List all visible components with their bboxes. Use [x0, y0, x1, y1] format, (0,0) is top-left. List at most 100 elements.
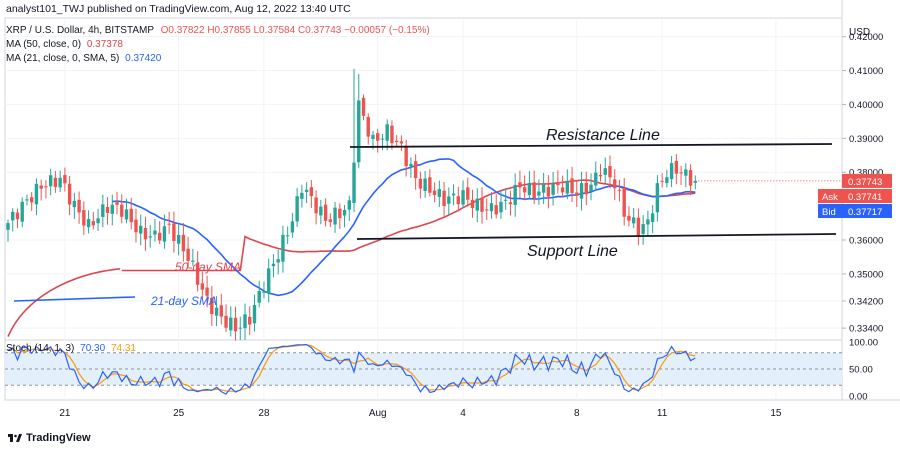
- candle-body: [323, 204, 328, 221]
- candle-body: [101, 204, 105, 217]
- time-tick-label: 4: [460, 408, 466, 419]
- candle-body: [546, 186, 551, 197]
- candle-body: [660, 180, 664, 182]
- candle-body: [565, 181, 570, 194]
- candle-body: [641, 224, 645, 234]
- price-tag-value: 0.37717: [848, 207, 882, 218]
- candle-body: [570, 178, 574, 194]
- candle-body: [262, 291, 266, 293]
- ma21-line-early: [13, 296, 136, 302]
- candle-body: [15, 212, 20, 220]
- candle-body: [96, 218, 100, 224]
- price-tick-label: 0.33400: [849, 324, 883, 335]
- candle-body: [34, 183, 39, 205]
- candle-body: [655, 183, 660, 213]
- ma21-legend-value: 0.37420: [125, 53, 162, 64]
- publisher-line: analyst101_TWJ published on TradingView.…: [6, 3, 351, 15]
- candle-body: [347, 200, 351, 210]
- candle-body: [428, 177, 432, 193]
- candle-body: [205, 287, 209, 296]
- price-tick-label: 0.39000: [849, 134, 883, 145]
- candle-body: [394, 140, 399, 143]
- candle-body: [442, 190, 446, 207]
- ma50-legend-label: MA (50, close, 0): [6, 39, 82, 50]
- candle-body: [684, 169, 688, 176]
- candle-body: [210, 297, 214, 315]
- candle-body: [404, 146, 408, 167]
- price-tag-bg: [842, 204, 892, 218]
- candle-body: [110, 204, 114, 214]
- candle-body: [537, 191, 541, 196]
- candle-body: [67, 183, 72, 205]
- candle-body: [594, 172, 598, 186]
- stoch-tick-label: 50.00: [849, 365, 873, 376]
- candle-body: [366, 116, 370, 137]
- candle-body: [157, 232, 162, 241]
- candle-body: [134, 219, 138, 233]
- candle-body: [77, 199, 81, 213]
- candle-body: [129, 208, 133, 223]
- candle-body: [432, 190, 437, 196]
- candle-body: [693, 180, 697, 183]
- candle-body: [598, 175, 603, 177]
- tradingview-brand: TradingView: [26, 432, 91, 444]
- candle-body: [214, 307, 219, 316]
- candle-body: [44, 186, 48, 188]
- currency-label: USD: [849, 27, 870, 38]
- candle-body: [527, 182, 532, 196]
- candle-body: [499, 201, 503, 213]
- candle-body: [181, 234, 186, 252]
- time-tick-label: 21: [59, 408, 71, 419]
- candle-body: [361, 97, 366, 116]
- candle-body: [352, 162, 356, 203]
- candle-body: [679, 172, 683, 174]
- candle-body: [82, 210, 86, 226]
- candle-body: [281, 234, 285, 262]
- candle-body: [162, 226, 167, 242]
- candle-body: [451, 193, 456, 196]
- candle-body: [333, 207, 337, 225]
- candle-body: [143, 228, 148, 240]
- candle-body: [409, 163, 413, 167]
- candle-body: [229, 317, 233, 331]
- candle-body: [276, 259, 280, 263]
- candle-body: [475, 198, 479, 211]
- candle-body: [6, 223, 10, 230]
- candle-body: [541, 184, 546, 193]
- candle-body: [91, 221, 96, 226]
- candle-body: [290, 221, 295, 233]
- candle-body: [200, 283, 205, 290]
- ma50-legend: MA (50, close, 0) 0.37378: [6, 39, 123, 50]
- candle-body: [617, 189, 622, 191]
- price-tag-prefix: Ask: [822, 192, 838, 203]
- candle-body: [437, 189, 442, 197]
- candle-body: [532, 182, 536, 199]
- candle-body: [385, 124, 389, 141]
- candle-body: [418, 178, 423, 189]
- ma21-annotation: 21-day SMA: [150, 294, 217, 308]
- time-tick-label: Aug: [369, 408, 387, 419]
- stoch-k-line: [7, 343, 696, 395]
- tradingview-logo-icon: [8, 433, 22, 443]
- candle-body: [285, 235, 290, 237]
- candle-body: [584, 182, 588, 195]
- candle-body: [489, 203, 494, 212]
- candle-body: [399, 141, 404, 144]
- stoch-legend-label: Stoch (14, 1, 3): [6, 343, 75, 354]
- candle-body: [176, 234, 181, 244]
- candle-body: [267, 268, 271, 294]
- time-tick-label: 15: [770, 408, 782, 419]
- candle-body: [48, 175, 53, 187]
- candle-body: [186, 248, 190, 261]
- tradingview-footer: TradingView: [8, 432, 91, 444]
- support-line: [356, 233, 837, 240]
- candle-body: [328, 219, 333, 223]
- candle-body: [120, 204, 124, 217]
- ma50-legend-value: 0.37378: [86, 39, 123, 50]
- candle-body: [25, 199, 29, 201]
- candle-body: [342, 209, 347, 216]
- candle-body: [139, 225, 143, 234]
- candle-body: [669, 163, 674, 180]
